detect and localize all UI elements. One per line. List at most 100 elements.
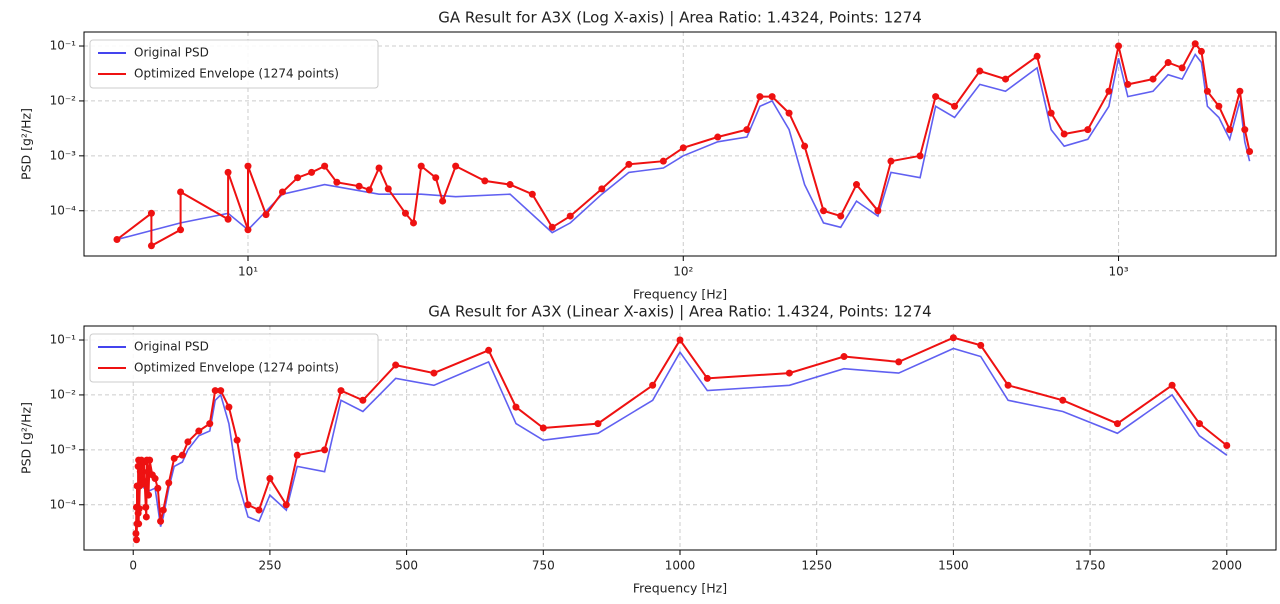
data-point [1197, 47, 1205, 55]
data-point [142, 513, 150, 521]
data-point [1178, 64, 1186, 72]
data-point [392, 361, 400, 369]
data-point [308, 168, 316, 176]
y-tick-label: 10⁻³ [50, 148, 77, 162]
data-point [452, 162, 460, 170]
data-point [852, 181, 860, 189]
data-point [512, 403, 520, 411]
data-point [145, 491, 153, 499]
data-point [785, 109, 793, 117]
data-point [141, 479, 149, 487]
x-axis-label: Frequency [Hz] [633, 581, 727, 596]
data-point [874, 207, 882, 215]
x-tick-label: 500 [395, 559, 418, 573]
legend-label: Optimized Envelope (1274 points) [134, 67, 339, 81]
chart-title: GA Result for A3X (Log X-axis) | Area Ra… [438, 9, 922, 27]
data-point [481, 177, 489, 185]
chart-title: GA Result for A3X (Linear X-axis) | Area… [428, 303, 931, 321]
legend: Original PSD Optimized Envelope (1274 poi… [89, 39, 379, 89]
data-point [321, 446, 329, 454]
data-point [135, 520, 143, 528]
data-point [177, 188, 185, 196]
x-tick-label: 10¹ [238, 265, 258, 279]
data-point [365, 186, 373, 194]
data-point [359, 396, 367, 404]
data-point [262, 211, 270, 219]
data-point [142, 503, 150, 511]
data-point [1004, 381, 1012, 389]
y-tick-label: 10⁻² [50, 93, 77, 107]
data-point [224, 168, 232, 176]
legend-box [89, 333, 379, 383]
series-line [135, 347, 1228, 534]
data-point [785, 369, 793, 377]
y-tick-label: 10⁻¹ [50, 333, 77, 347]
data-point [951, 102, 959, 110]
data-point [233, 436, 241, 444]
x-tick-label: 0 [129, 559, 137, 573]
data-point [598, 185, 606, 193]
data-point [159, 506, 167, 514]
data-point [1241, 126, 1249, 134]
legend-label: Original PSD [134, 340, 209, 354]
data-point [132, 536, 140, 544]
plot-frame [83, 325, 1277, 551]
x-tick-label: 1500 [938, 559, 969, 573]
data-point [1236, 87, 1244, 95]
data-point [1164, 59, 1172, 67]
data-point [375, 164, 383, 172]
data-point [225, 403, 233, 411]
data-point [432, 174, 440, 182]
data-point [355, 182, 363, 190]
data-point [132, 529, 140, 537]
data-point [566, 212, 574, 220]
data-point [244, 226, 252, 234]
y-tick-label: 10⁻⁴ [50, 497, 77, 511]
y-axis-label: PSD [g²/Hz] [19, 108, 34, 180]
data-point [539, 424, 547, 432]
data-point [211, 387, 219, 395]
data-point [217, 387, 225, 395]
data-point [895, 358, 903, 366]
plot-frame [83, 31, 1277, 257]
data-point [528, 190, 536, 198]
x-tick-label: 10² [673, 265, 693, 279]
data-point [1084, 126, 1092, 134]
data-point [147, 209, 155, 217]
data-point [266, 475, 274, 483]
y-tick-label: 10⁻³ [50, 442, 77, 456]
data-point [278, 188, 286, 196]
data-point [756, 93, 764, 101]
data-point [1191, 40, 1199, 48]
data-point [337, 387, 345, 395]
subplot: GA Result for A3X (Linear X-axis) | Area… [19, 303, 1277, 596]
data-point [439, 197, 447, 205]
data-point [165, 479, 173, 487]
data-point [333, 178, 341, 186]
data-point [170, 454, 178, 462]
x-axis-label: Frequency [Hz] [633, 287, 727, 302]
data-point [820, 207, 828, 215]
y-axis-label: PSD [g²/Hz] [19, 402, 34, 474]
data-point [625, 160, 633, 168]
data-point [244, 501, 252, 509]
data-point [1124, 80, 1132, 88]
data-point [206, 420, 214, 428]
data-point [157, 517, 165, 525]
data-point [1002, 75, 1010, 83]
series-line [116, 53, 1251, 241]
y-tick-label: 10⁻⁴ [50, 203, 77, 217]
data-point [384, 185, 392, 193]
data-point [178, 451, 186, 459]
data-point [1113, 420, 1121, 428]
data-point [649, 381, 657, 389]
subplot: GA Result for A3X (Log X-axis) | Area Ra… [19, 9, 1277, 302]
data-point [1195, 420, 1203, 428]
data-point [594, 420, 602, 428]
y-tick-label: 10⁻² [50, 387, 77, 401]
data-point [840, 353, 848, 361]
data-point [506, 181, 514, 189]
data-point [401, 209, 409, 217]
data-point [714, 133, 722, 141]
data-point [255, 506, 263, 514]
